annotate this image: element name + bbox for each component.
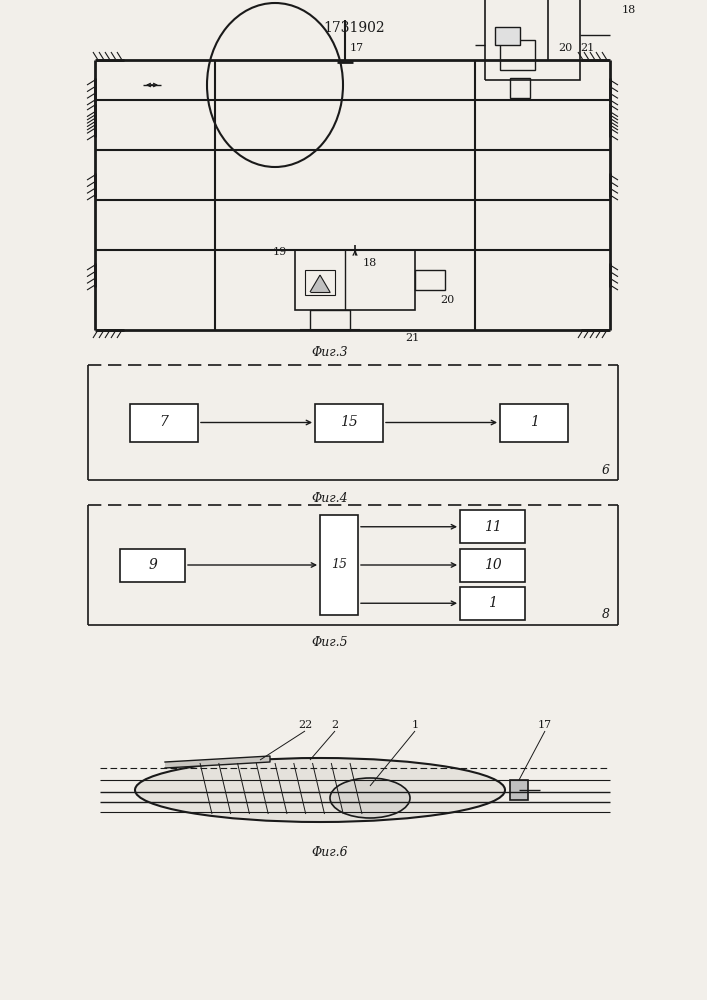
Bar	[510, 780, 528, 800]
Bar	[310, 310, 350, 330]
Text: 1: 1	[411, 720, 419, 730]
Text: Φиг.4: Φиг.4	[312, 491, 349, 504]
Text: 9: 9	[148, 558, 157, 572]
Ellipse shape	[135, 758, 505, 822]
Text: 2: 2	[332, 720, 339, 730]
Text: 15: 15	[340, 416, 358, 430]
Text: 7: 7	[160, 416, 168, 430]
Text: 20: 20	[440, 295, 455, 305]
Text: 11: 11	[484, 520, 501, 534]
Text: Φиг.3: Φиг.3	[312, 346, 349, 359]
Bar	[415, 270, 445, 290]
Bar	[510, 78, 530, 98]
Polygon shape	[165, 756, 270, 768]
Bar	[305, 270, 335, 295]
Bar	[315, 403, 383, 442]
Bar	[485, 0, 580, 80]
Text: Φиг.6: Φиг.6	[312, 846, 349, 858]
Bar	[320, 515, 358, 615]
Text: 18: 18	[622, 5, 636, 15]
Bar	[495, 27, 520, 45]
Text: 22: 22	[298, 720, 312, 730]
Text: 19: 19	[273, 247, 287, 257]
Text: Φиг.5: Φиг.5	[312, 637, 349, 650]
Text: 6: 6	[602, 464, 610, 477]
Bar	[460, 548, 525, 582]
Text: 1: 1	[488, 596, 497, 610]
Polygon shape	[310, 275, 330, 292]
Text: 18: 18	[363, 258, 378, 268]
Text: 20: 20	[559, 43, 573, 53]
Ellipse shape	[330, 778, 410, 818]
Bar	[130, 403, 198, 442]
Text: 10: 10	[484, 558, 501, 572]
Bar	[460, 587, 525, 620]
Text: 15: 15	[331, 558, 347, 572]
Text: 21: 21	[405, 333, 419, 343]
Bar	[120, 548, 185, 582]
Text: 8: 8	[602, 608, 610, 621]
Bar	[500, 403, 568, 442]
Text: 21: 21	[580, 43, 595, 53]
Text: 17: 17	[538, 720, 552, 730]
Bar	[295, 250, 415, 310]
Text: 1731902: 1731902	[323, 21, 385, 35]
Text: 17: 17	[350, 43, 364, 53]
Bar	[460, 510, 525, 543]
Bar	[500, 40, 535, 70]
Text: 1: 1	[530, 416, 539, 430]
